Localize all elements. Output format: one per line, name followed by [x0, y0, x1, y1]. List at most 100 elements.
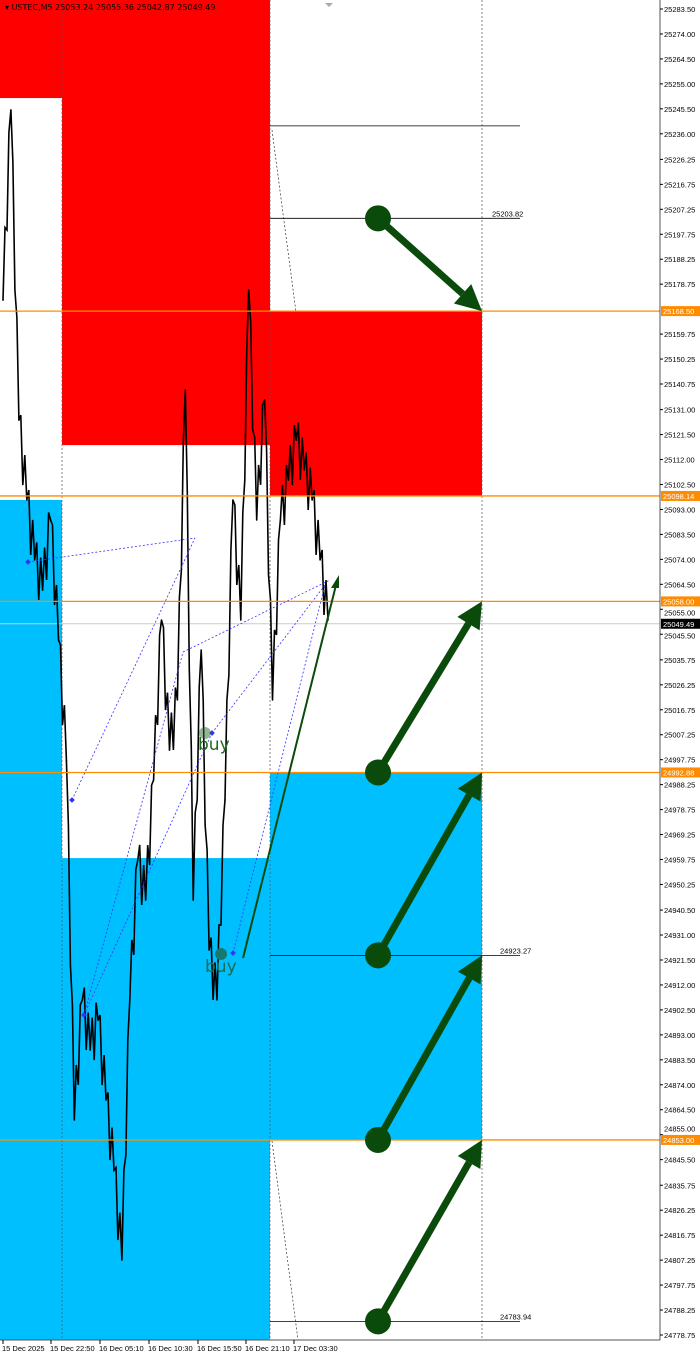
- price-point: [255, 519, 258, 521]
- price-point: [129, 999, 131, 1001]
- price-point: [216, 999, 218, 1001]
- y-tick-label: 25255.00: [664, 80, 695, 89]
- support-zone: [0, 499, 62, 1340]
- target-arrow: [374, 976, 473, 1142]
- price-point: [168, 749, 171, 751]
- y-tick-label: 25131.00: [664, 406, 695, 415]
- price-point: [33, 559, 36, 561]
- y-tick-label: 25188.25: [664, 255, 695, 264]
- price-point: [224, 799, 226, 801]
- y-tick-label: 24816.75: [664, 1231, 695, 1240]
- arrowhead: [457, 955, 482, 985]
- price-point: [25, 499, 28, 501]
- y-tick-label: 25093.00: [664, 505, 695, 514]
- y-tick-label: 25083.50: [664, 530, 695, 539]
- y-tick-label: 25216.75: [664, 180, 695, 189]
- y-tick-label: 24997.75: [664, 756, 695, 765]
- target-label: 24923.27: [500, 946, 531, 955]
- target-arrow: [375, 621, 472, 775]
- y-tick-label: 25207.25: [664, 205, 695, 214]
- level-price-label: 24992.88: [663, 768, 694, 777]
- price-point: [113, 1169, 115, 1171]
- y-tick-label: 24921.50: [664, 956, 695, 965]
- price-point: [184, 389, 187, 391]
- price-point: [271, 699, 274, 701]
- quote-label: 25053.24 25055.36 25042.87 25049.49: [55, 3, 216, 12]
- y-tick-label: 24893.00: [664, 1031, 695, 1040]
- y-tick-label: 25140.75: [664, 380, 695, 389]
- level-price-tag: [661, 596, 700, 607]
- x-tick-label: 16 Dec 10:30: [148, 1344, 193, 1353]
- y-tick-label: 24874.00: [664, 1081, 695, 1090]
- y-tick-label: 24807.25: [664, 1256, 695, 1265]
- price-point: [136, 859, 139, 861]
- price-point: [208, 949, 210, 951]
- y-tick-label: 25121.50: [664, 431, 695, 440]
- chart-header: ▾ USTEC,M5 25053.24 25055.36 25042.87 25…: [5, 3, 215, 12]
- y-tick-label: 25007.25: [664, 731, 695, 740]
- price-point: [319, 559, 321, 561]
- price-line: [2, 109, 329, 1261]
- price-point: [41, 589, 44, 591]
- price-point: [144, 899, 147, 901]
- x-tick-label: 16 Dec 05:10: [99, 1344, 144, 1353]
- pattern-line: [71, 537, 196, 801]
- y-tick-label: 24950.25: [664, 880, 695, 889]
- current-price-tag: [661, 618, 700, 629]
- y-tick-label: 25112.00: [664, 456, 695, 465]
- price-point: [303, 469, 306, 471]
- y-tick-label: 24826.25: [664, 1206, 695, 1215]
- shift-marker-icon: [325, 3, 333, 7]
- y-tick-label: 24883.50: [664, 1056, 695, 1065]
- target-label: 25203.82: [492, 209, 523, 218]
- x-tick-label: 17 Dec 03:30: [293, 1344, 338, 1353]
- y-tick-label: 25264.50: [664, 55, 695, 64]
- y-tick-label: 25064.50: [664, 580, 695, 589]
- level-price-label: 25058.00: [663, 597, 694, 606]
- y-tick-label: 25197.75: [664, 230, 695, 239]
- y-tick-label: 24978.75: [664, 806, 695, 815]
- y-tick-label: 24788.25: [664, 1306, 695, 1315]
- price-point: [287, 479, 290, 481]
- y-tick-label: 24835.75: [664, 1181, 695, 1190]
- arrowhead: [457, 601, 482, 631]
- y-tick-label: 25283.50: [664, 5, 695, 14]
- arrow-origin-dot: [365, 1308, 391, 1335]
- price-point: [160, 619, 163, 621]
- y-tick-label: 24864.50: [664, 1106, 695, 1115]
- projection-line: [271, 129, 297, 313]
- level-price-tag: [661, 1134, 700, 1145]
- y-tick-label: 25226.25: [664, 155, 695, 164]
- arrow-origin-dot: [365, 205, 391, 232]
- y-tick-label: 24959.75: [664, 856, 695, 865]
- target-arrow: [374, 793, 473, 958]
- price-point: [200, 649, 202, 651]
- trend-line: [242, 584, 337, 959]
- price-point: [18, 419, 20, 421]
- y-tick-label: 24912.00: [664, 981, 695, 990]
- dropdown-icon[interactable]: ▾: [5, 3, 10, 12]
- y-tick-label: 25055.00: [664, 608, 695, 617]
- y-tick-label: 25245.50: [664, 105, 695, 114]
- price-point: [121, 1259, 123, 1261]
- arrow-origin-dot: [365, 759, 391, 786]
- pattern-marker: [69, 797, 75, 803]
- y-tick-label: 25236.00: [664, 130, 695, 139]
- y-tick-label: 25150.25: [664, 355, 695, 364]
- price-point: [65, 759, 68, 761]
- resistance-zone: [270, 311, 482, 496]
- price-point: [247, 289, 250, 291]
- y-tick-label: 24845.50: [664, 1156, 695, 1165]
- pattern-line: [211, 584, 326, 734]
- level-price-tag: [661, 306, 700, 317]
- y-tick-label: 24969.25: [664, 831, 695, 840]
- price-point: [232, 499, 234, 501]
- y-tick-label: 24931.00: [664, 931, 695, 940]
- x-tick-label: 16 Dec 15:50: [197, 1344, 242, 1353]
- y-tick-label: 25178.75: [664, 280, 695, 289]
- level-price-label: 24853.00: [663, 1136, 694, 1145]
- price-point: [81, 999, 84, 1001]
- price-point: [97, 1019, 99, 1021]
- pattern-line: [83, 651, 184, 1016]
